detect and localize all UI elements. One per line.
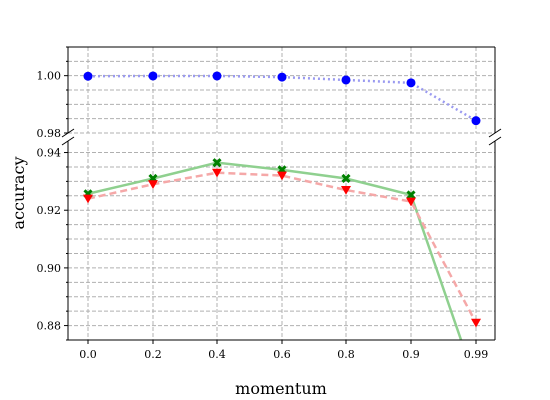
y-tick-label: 0.92 [37, 204, 62, 217]
y-tick-label: 1.00 [37, 70, 62, 83]
y-axis-label: accuracy [9, 157, 28, 230]
x-tick-label: 0.6 [273, 348, 291, 361]
data-point [406, 197, 416, 207]
data-point [406, 190, 416, 200]
axes-frame [61, 46, 502, 344]
y-tick-label: 0.94 [37, 147, 62, 160]
x-tick-label: 0.4 [208, 348, 226, 361]
series-markers [83, 71, 481, 328]
data-point [212, 71, 222, 81]
data-point [212, 168, 222, 178]
data-point [212, 158, 222, 168]
y-tick-label: 0.88 [37, 320, 62, 333]
data-point [83, 194, 93, 204]
x-tick-label: 0.2 [144, 348, 162, 361]
data-point [277, 171, 287, 181]
data-point [277, 72, 287, 82]
y-tick-label: 0.90 [37, 262, 62, 275]
marker-stroke [406, 190, 416, 200]
x-tick-label: 0.8 [337, 348, 355, 361]
marker-stroke [341, 173, 351, 184]
data-point [83, 71, 93, 81]
x-tick-label: 0.99 [464, 348, 489, 361]
axis-break-mark [488, 136, 502, 146]
axis-break-mark [61, 136, 75, 146]
x-tick-label: 0.0 [79, 348, 97, 361]
x-tick-label: 0.9 [402, 348, 420, 361]
data-point [148, 180, 158, 190]
data-point [341, 186, 351, 195]
data-point [471, 116, 481, 126]
axis-break-mark [488, 128, 502, 138]
x-axis-label: momentum [235, 379, 327, 398]
marker-stroke [212, 158, 222, 168]
data-point [471, 318, 481, 328]
data-point [148, 71, 158, 81]
tick-labels: 0.98 1.00 0.88 0.90 0.92 0.94 0.0 0.2 0.4 0.6 0.8 0… [37, 70, 489, 361]
data-point [341, 173, 351, 184]
data-point [406, 78, 416, 88]
axis-break-mark [61, 128, 75, 138]
grid [68, 46, 495, 341]
y-tick-label: 0.98 [37, 127, 62, 140]
data-point [341, 75, 351, 85]
